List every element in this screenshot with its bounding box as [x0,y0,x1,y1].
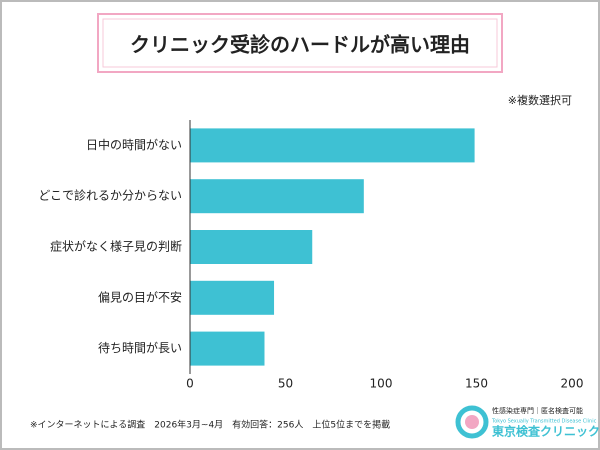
title-box [97,13,503,73]
y-tick-label: 偏見の目が不安 [98,289,182,304]
logo-dot [465,415,479,429]
bar [190,331,265,366]
x-tick-label: 50 [278,377,293,391]
x-tick-label: 200 [561,377,584,391]
logo-name: 東京検査クリニック [492,424,600,439]
logo: 性感染症専門｜匿名検査可能 Tokyo Sexually Transmitted… [455,405,600,439]
logo-ring [455,405,489,439]
logo-english: Tokyo Sexually Transmitted Disease Clini… [491,419,597,425]
bar [190,179,364,214]
logo-tagline: 性感染症専門｜匿名検査可能 [492,406,583,415]
chart-title: クリニック受診のハードルが高い理由 [130,33,470,57]
note: ※複数選択可 [508,93,572,107]
bar [190,280,275,315]
x-tick-label: 0 [186,377,194,391]
x-tick-label: 150 [465,377,488,391]
title-box-inner [102,18,498,68]
bar [190,128,475,163]
bar [190,230,313,264]
footnote: ※インターネットによる調査 2026年3月~4月 有効回答：256人 上位5位ま… [30,419,390,431]
x-tick-label: 100 [370,377,393,391]
y-tick-label: 症状がなく様子見の判断 [50,239,182,254]
y-tick-label: 待ち時間が長い [98,340,182,355]
y-tick-label: どこで診れるか分からない [38,188,182,203]
y-tick-label: 日中の時間がない [86,137,182,152]
